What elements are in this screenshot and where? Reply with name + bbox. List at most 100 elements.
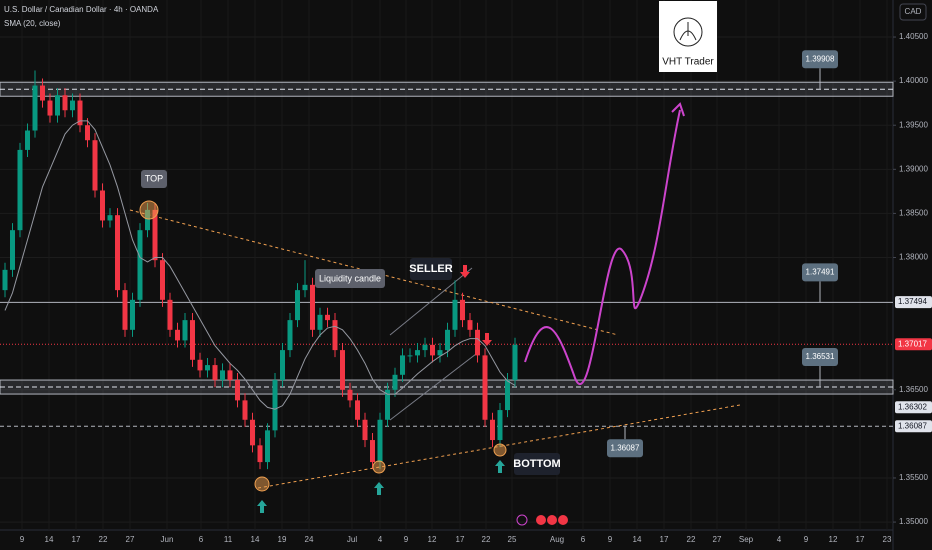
candle-body [287, 320, 293, 351]
level-zone [0, 379, 894, 395]
candle-body [152, 209, 158, 261]
x-tick-label: Sep [739, 535, 754, 544]
candle-body [167, 299, 173, 330]
price-tag [895, 401, 932, 414]
candle-body [437, 350, 443, 356]
candle-body [212, 365, 218, 381]
x-tick-label: 4 [777, 535, 782, 544]
y-tick-label: 1.36500 [899, 385, 928, 394]
price-tag-label: 1.36302 [898, 402, 927, 411]
candle-body [100, 190, 105, 221]
x-tick-label: 9 [404, 535, 409, 544]
x-tick-label: 22 [99, 535, 108, 544]
candle-body [280, 350, 285, 381]
candle-body [115, 215, 120, 291]
logo-text: VHT Trader [662, 57, 714, 68]
annotation: TOP [145, 173, 163, 183]
candle-body [205, 365, 210, 371]
candle-body [445, 329, 450, 351]
candle-body [377, 419, 383, 463]
bottom-marker [254, 476, 270, 492]
x-tick-label: 14 [251, 535, 260, 544]
candle-body [77, 100, 83, 126]
candle-body [235, 380, 240, 401]
candle-body [272, 380, 278, 431]
candle-body [227, 370, 233, 381]
x-tick-label: 24 [305, 535, 314, 544]
x-tick-label: 27 [126, 535, 135, 544]
bottom-marker [372, 460, 386, 474]
candle-body [190, 320, 195, 360]
y-tick-label: 1.39500 [899, 120, 928, 129]
y-tick-label: 1.35000 [899, 517, 928, 526]
candle-body [25, 130, 30, 150]
candle-body [302, 284, 308, 291]
candle-body [407, 355, 413, 357]
up-arrow [495, 460, 505, 473]
candle-body [40, 85, 45, 101]
callout-box [802, 348, 838, 367]
candle-body [70, 100, 75, 111]
candle-body [145, 209, 150, 231]
candle-body [467, 320, 473, 330]
candles [2, 70, 518, 470]
candle-body [497, 410, 503, 441]
candle-body [340, 350, 345, 390]
candle-body [107, 215, 113, 221]
candle-body [137, 230, 143, 300]
candle-body [160, 260, 165, 300]
x-tick-label: 14 [633, 535, 642, 544]
annotation: Liquidity candle [319, 273, 381, 283]
x-tick-label: 14 [45, 535, 54, 544]
candle-body [62, 95, 68, 111]
callout-label: 1.39908 [806, 54, 835, 63]
x-tick-label: 12 [428, 535, 437, 544]
callout-box [802, 263, 838, 282]
x-tick-label: Jun [161, 535, 174, 544]
candle-body [47, 100, 53, 116]
x-tick-label: 19 [278, 535, 287, 544]
x-tick-label: 4 [378, 535, 383, 544]
price-tag [895, 420, 932, 433]
candle-body [242, 400, 248, 420]
candle-body [182, 320, 188, 341]
levels: 1.39908 1.37491 1.36531 1.36087 [0, 50, 894, 458]
candle-body [265, 430, 270, 463]
candle-body [32, 85, 38, 131]
level-zone [0, 81, 894, 97]
y-tick-label: 1.35500 [899, 473, 928, 482]
price-tag [895, 296, 932, 309]
candle-body [452, 299, 458, 330]
candle-body [2, 269, 8, 291]
x-tick-label: Jul [347, 535, 357, 544]
candle-body [175, 329, 180, 341]
y-tick-label: 1.40500 [899, 32, 928, 41]
footer-icon [558, 515, 568, 525]
bottom-marker [493, 443, 507, 457]
candle-body [475, 329, 480, 356]
x-tick-label: 9 [608, 535, 613, 544]
candle-body [400, 355, 405, 375]
candle-body [317, 314, 323, 330]
candle-body [10, 230, 15, 270]
annotation-box [315, 269, 385, 288]
candle-body [392, 374, 398, 390]
price-axis: 1.40500 1.40000 1.39500 1.39000 1.38500 1.380… [893, 32, 932, 526]
logo-icon [673, 17, 703, 47]
annotation-box [141, 170, 167, 188]
annotation: BOTTOM [513, 458, 560, 470]
projection-path [524, 109, 681, 385]
candle-body [92, 140, 98, 191]
projection-arrow [671, 102, 685, 117]
x-tick-label: Aug [550, 535, 564, 544]
x-tick-label: 6 [199, 535, 204, 544]
callout-label: 1.36531 [806, 352, 835, 361]
annotation-box [514, 453, 560, 475]
candle-body [460, 299, 465, 321]
logo-box [659, 1, 717, 72]
footer-icon [547, 515, 557, 525]
y-tick-label: 1.38000 [899, 253, 928, 262]
callout-label: 1.36087 [611, 443, 640, 452]
down-arrow [460, 265, 470, 278]
